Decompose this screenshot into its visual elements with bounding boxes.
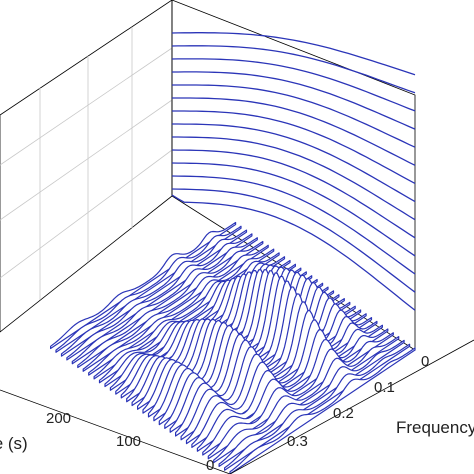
wavefront-curve [172,136,416,221]
waterfall-trace [213,336,400,464]
wavefront-curve [171,58,416,112]
waterfall-trace [50,221,237,350]
frequency-tick-labels: 0 0.1 0.2 0.3 [287,353,429,450]
waterfall-trace [224,343,411,471]
y-tick-label: 0 [206,457,214,474]
left-wall-grid [0,27,173,300]
waterfall-trace [218,339,405,467]
time-tick-labels: 200 100 0 [46,410,214,474]
frequency-axis-line [229,339,474,474]
waterfall-trace [82,244,269,372]
y-tick-label: 200 [46,410,71,427]
x-tick-label: 0 [421,353,429,370]
x-tick-label: 0.1 [374,379,395,396]
wavefront-curve [172,97,416,166]
x-axis-label: Frequency [396,418,474,437]
waterfall-traces [50,221,416,474]
y-axis-label: Time (s) [0,434,28,453]
wavefront-curve [172,123,416,203]
waterfall-trace [229,347,416,474]
x-tick-label: 0.2 [333,405,354,422]
waterfall-trace [66,233,253,361]
waterfall-trace [55,225,242,353]
wavefront-curve [171,45,416,94]
wavefront-curve [171,149,416,239]
y-tick-label: 100 [116,433,141,450]
wavefront-curve [172,71,416,130]
waterfall-trace [77,240,264,369]
wavefront-curves [171,32,416,311]
waterfall-trace [60,229,248,357]
wavefront-curve [171,162,416,257]
time-axis-line [0,389,231,474]
waterfall-trace [71,237,258,365]
wavefront-curve [171,32,416,76]
wavefront-curve [171,175,416,275]
wavefront-curve [171,188,416,293]
wavefront-curve [172,84,416,148]
x-tick-label: 0.3 [287,433,308,450]
wavefront-curve [171,194,416,311]
wavefront-curve [172,110,416,184]
waterfall-trace [207,332,394,460]
